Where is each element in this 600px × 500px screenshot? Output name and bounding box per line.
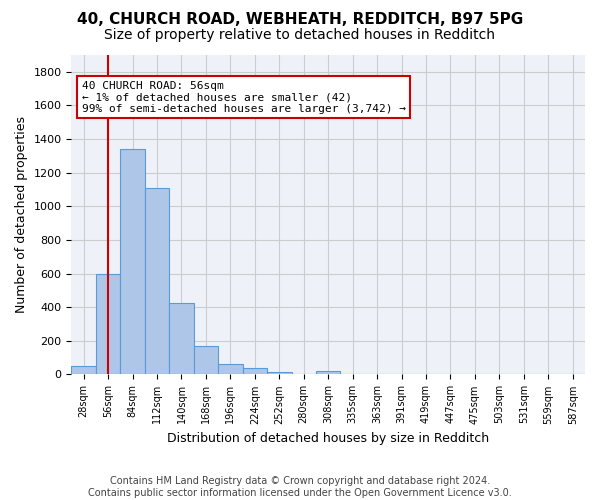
Text: Size of property relative to detached houses in Redditch: Size of property relative to detached ho… bbox=[104, 28, 496, 42]
Bar bbox=[169, 303, 194, 374]
Bar bbox=[194, 346, 218, 374]
Bar bbox=[218, 364, 242, 374]
Text: 40, CHURCH ROAD, WEBHEATH, REDDITCH, B97 5PG: 40, CHURCH ROAD, WEBHEATH, REDDITCH, B97… bbox=[77, 12, 523, 28]
X-axis label: Distribution of detached houses by size in Redditch: Distribution of detached houses by size … bbox=[167, 432, 489, 445]
Text: Contains HM Land Registry data © Crown copyright and database right 2024.
Contai: Contains HM Land Registry data © Crown c… bbox=[88, 476, 512, 498]
Text: 40 CHURCH ROAD: 56sqm
← 1% of detached houses are smaller (42)
99% of semi-detac: 40 CHURCH ROAD: 56sqm ← 1% of detached h… bbox=[82, 80, 406, 114]
Bar bbox=[71, 366, 96, 374]
Bar bbox=[242, 368, 267, 374]
Bar bbox=[267, 372, 292, 374]
Bar bbox=[316, 371, 340, 374]
Bar bbox=[121, 149, 145, 374]
Y-axis label: Number of detached properties: Number of detached properties bbox=[15, 116, 28, 313]
Bar bbox=[145, 188, 169, 374]
Bar bbox=[96, 274, 121, 374]
